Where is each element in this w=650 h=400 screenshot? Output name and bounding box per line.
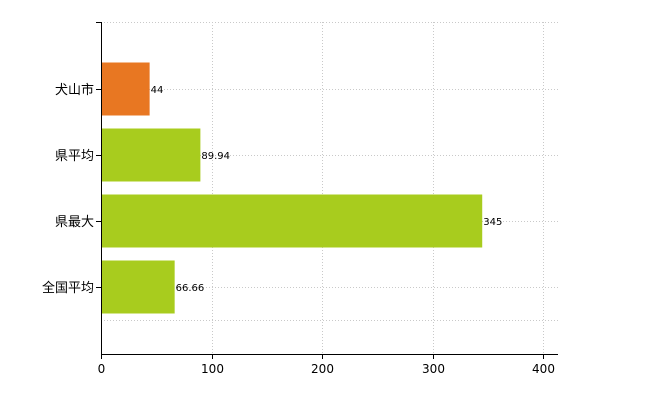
data-label: 89.94 <box>201 151 230 162</box>
bars <box>101 62 483 314</box>
x-tick-label: 400 <box>532 362 555 376</box>
category-label: 県最大 <box>55 215 94 230</box>
labels: 犬山市 44 県平均 89.94 県最大 345 全国平均 66.66 0 100 200 300 40… <box>42 22 555 376</box>
category-label: 犬山市 <box>55 82 94 98</box>
x-tick-label: 200 <box>311 362 334 376</box>
category-label: 全国平均 <box>42 280 94 296</box>
x-tick-label: 0 <box>98 362 106 376</box>
x-tick-label: 100 <box>201 362 224 376</box>
bar-2 <box>101 194 483 248</box>
axes <box>101 22 558 355</box>
bar-0 <box>101 62 150 116</box>
data-label: 44 <box>151 85 164 96</box>
data-label: 66.66 <box>176 283 205 294</box>
bar-1 <box>101 128 201 182</box>
x-tick-label: 300 <box>422 362 445 376</box>
bar-3 <box>101 260 175 314</box>
category-label: 県平均 <box>55 149 94 164</box>
data-label: 345 <box>483 217 502 228</box>
